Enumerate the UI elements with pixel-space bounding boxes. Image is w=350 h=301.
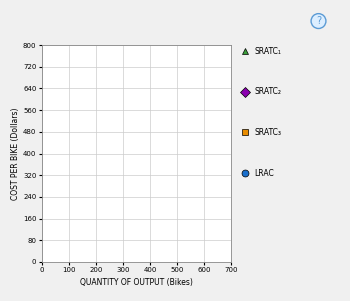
Text: LRAC: LRAC bbox=[254, 169, 274, 178]
Text: ?: ? bbox=[316, 16, 321, 26]
Text: SRATC₃: SRATC₃ bbox=[254, 128, 281, 137]
Text: SRATC₁: SRATC₁ bbox=[254, 47, 281, 56]
Text: D: D bbox=[245, 91, 246, 92]
X-axis label: QUANTITY OF OUTPUT (Bikes): QUANTITY OF OUTPUT (Bikes) bbox=[80, 278, 193, 287]
Text: SRATC₂: SRATC₂ bbox=[254, 87, 281, 96]
Y-axis label: COST PER BIKE (Dollars): COST PER BIKE (Dollars) bbox=[11, 107, 20, 200]
Text: o: o bbox=[245, 172, 246, 173]
